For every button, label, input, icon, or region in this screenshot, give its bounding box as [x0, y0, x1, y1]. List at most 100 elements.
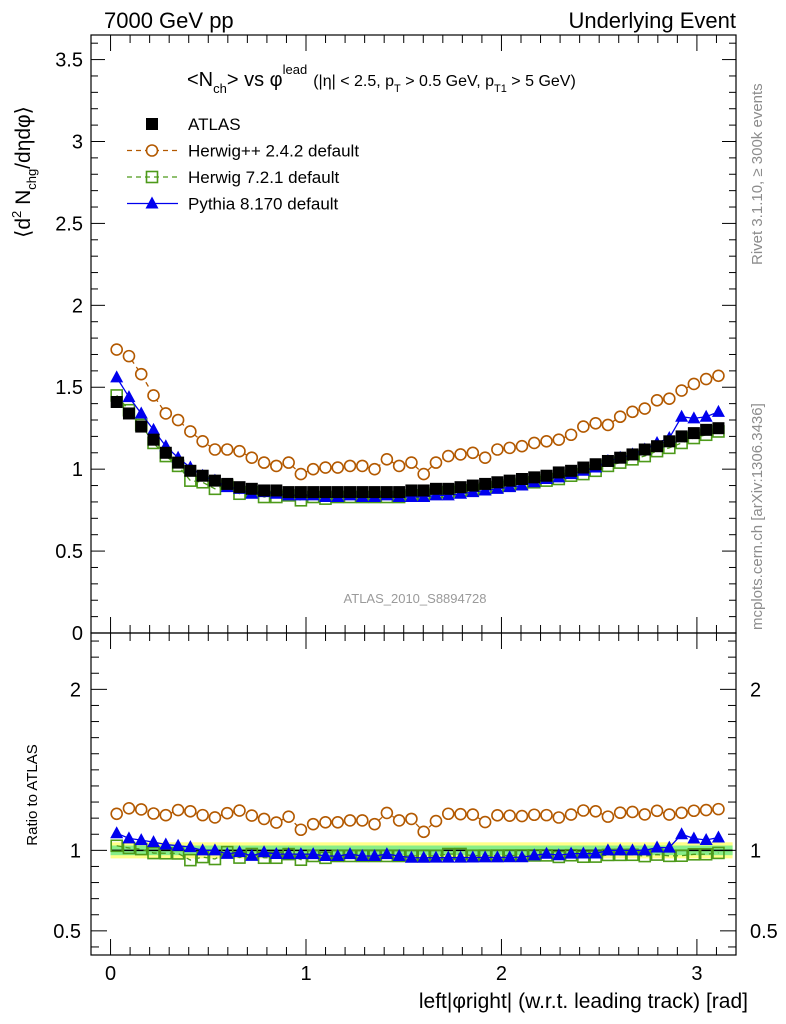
ratio-y-tick-label-right: 2: [750, 679, 761, 701]
ratio-point-herwig_old: [699, 803, 713, 817]
ratio-point-pythia: [331, 848, 345, 861]
main-point-herwig_old: [331, 461, 345, 474]
main-y-tick-label: 2.5: [55, 213, 83, 235]
main-point-pythia: [134, 406, 148, 419]
main-point-herwig_old: [208, 443, 222, 456]
ratio-point-pythia: [552, 848, 566, 861]
ratio-point-pythia: [503, 850, 517, 863]
main-point-atlas: [614, 451, 627, 464]
ratio-point-herwig_old: [220, 806, 234, 820]
main-point-atlas: [491, 476, 504, 489]
main-point-pythia: [675, 409, 689, 422]
ratio-point-pythia: [576, 846, 590, 859]
ratio-point-pythia: [466, 850, 480, 863]
ratio-point-herwig_old: [601, 810, 615, 823]
main-point-herwig_old: [294, 467, 308, 481]
main-point-herwig_old: [441, 449, 455, 463]
main-point-atlas: [233, 481, 246, 494]
ratio-point-pythia: [638, 843, 652, 856]
ratio-point-herwig_old: [577, 804, 590, 817]
ratio-point-pythia: [232, 845, 246, 858]
ratio-point-herwig_old: [454, 807, 467, 821]
ratio-point-pythia: [478, 850, 492, 863]
main-point-atlas: [675, 430, 688, 443]
ratio-point-herwig_old: [626, 805, 639, 819]
ratio-point-herwig_old: [233, 804, 246, 817]
ratio-point-herwig_old: [527, 808, 541, 822]
main-point-atlas: [221, 477, 234, 490]
ratio-point-herwig_old: [675, 806, 688, 820]
main-point-herwig_old: [319, 461, 332, 474]
analysis-label: ATLAS_2010_S8894728: [344, 591, 487, 606]
ratio-point-pythia: [245, 848, 259, 861]
ratio-point-herwig_old: [245, 809, 259, 822]
main-y-tick-label: 3.5: [55, 50, 83, 72]
main-point-atlas: [638, 443, 651, 456]
ratio-point-herwig_old: [405, 812, 418, 826]
main-point-herwig_old: [491, 443, 504, 456]
ratio-y-tick-label: 2: [70, 679, 81, 701]
main-point-herwig_old: [147, 389, 160, 402]
main-point-herwig_old: [405, 456, 418, 469]
ratio-point-herwig_old: [294, 823, 308, 837]
ratio-point-pythia: [392, 848, 406, 861]
main-point-herwig_old: [429, 456, 443, 469]
main-y-tick-label: 3: [72, 131, 83, 153]
ratio-point-pythia: [625, 843, 639, 856]
ratio-point-pythia: [589, 846, 603, 859]
ratio-point-herwig_old: [650, 804, 664, 818]
main-point-herwig_old: [540, 435, 553, 448]
main-point-atlas: [331, 486, 344, 499]
main-y-tick-label: 1.5: [55, 377, 83, 399]
x-tick-label: 3: [691, 963, 702, 985]
ratio-point-herwig_new: [110, 839, 123, 853]
main-point-herwig_old: [220, 443, 234, 456]
main-point-atlas: [503, 474, 516, 487]
ratio-point-pythia: [417, 850, 431, 863]
main-point-herwig_old: [503, 441, 516, 455]
ratio-point-pythia: [269, 847, 283, 860]
main-point-herwig_old: [687, 377, 701, 391]
main-point-atlas: [294, 486, 307, 499]
ratio-point-herwig_old: [478, 815, 492, 829]
ratio-point-herwig_old: [589, 804, 602, 818]
ratio-point-herwig_old: [368, 817, 381, 831]
main-point-herwig_old: [380, 453, 394, 466]
ratio-frame: [90, 632, 737, 956]
ratio-point-herwig_new: [699, 847, 713, 861]
ratio-point-herwig_old: [134, 803, 148, 816]
main-point-herwig_old: [478, 451, 492, 464]
main-point-herwig_old: [638, 402, 652, 415]
main-point-herwig_old: [196, 435, 209, 448]
ratio-point-herwig_old: [331, 815, 345, 829]
ratio-panel: 0.5 0.5 1 1 2 2 0 1 2 3: [53, 632, 778, 985]
ratio-point-herwig_old: [319, 815, 332, 829]
main-point-herwig_old: [564, 428, 578, 442]
ratio-point-herwig_old: [564, 808, 578, 821]
main-point-herwig_old: [245, 451, 259, 464]
ratio-point-pythia: [675, 827, 689, 840]
main-point-atlas: [122, 407, 135, 420]
main-point-atlas: [282, 486, 295, 499]
main-point-herwig_old: [589, 416, 602, 430]
rivet-version-label: Rivet 3.1.10, ≥ 300k events: [749, 83, 766, 265]
main-point-atlas: [356, 486, 369, 499]
ratio-point-herwig_old: [343, 814, 357, 827]
main-y-tick-label: 2: [72, 295, 83, 317]
main-point-atlas: [417, 484, 430, 497]
ratio-point-herwig_old: [208, 811, 222, 824]
main-point-atlas: [528, 471, 541, 484]
main-point-herwig_old: [663, 392, 676, 406]
ratio-point-herwig_old: [515, 809, 529, 823]
main-point-herwig_old: [675, 384, 688, 397]
ratio-point-herwig_old: [282, 810, 295, 823]
main-point-atlas: [270, 484, 283, 497]
ratio-point-pythia: [613, 843, 627, 856]
mcplots-reference-label: mcplots.cern.ch [arXiv:1306.3436]: [749, 403, 766, 630]
ratio-point-herwig_old: [184, 805, 197, 818]
main-point-herwig_old: [577, 420, 590, 433]
main-point-atlas: [405, 484, 418, 497]
ratio-point-herwig_old: [491, 809, 504, 822]
ratio-point-pythia: [699, 832, 713, 845]
main-point-atlas: [307, 486, 320, 499]
